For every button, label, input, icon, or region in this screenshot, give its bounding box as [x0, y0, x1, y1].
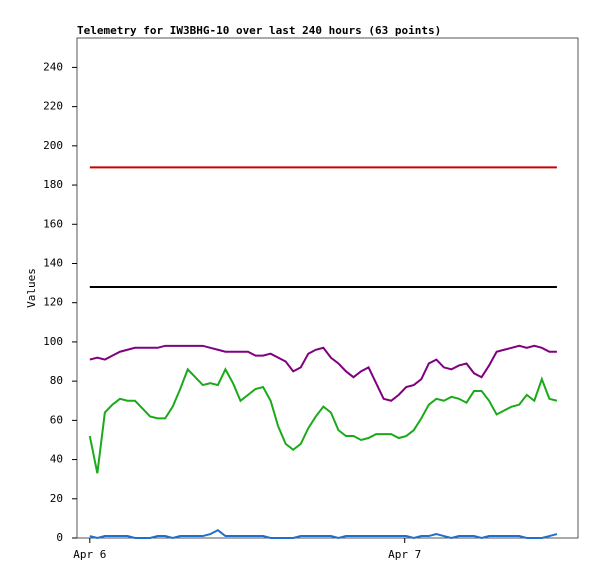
series-line	[88, 367, 558, 474]
y-tick-label: 220	[43, 100, 63, 113]
y-tick-label: 140	[43, 256, 63, 269]
y-tick-label: 60	[50, 413, 63, 426]
series-line	[89, 528, 558, 540]
series-line	[89, 344, 557, 402]
plot-frame	[76, 37, 579, 539]
y-tick-label: 240	[43, 60, 63, 73]
y-tick-label: 40	[50, 453, 63, 466]
x-tick-label: Apr 6	[73, 548, 106, 561]
y-tick-label: 120	[43, 296, 63, 309]
y-tick-label: 80	[50, 374, 63, 387]
y-tick-label: 100	[43, 335, 63, 348]
y-tick-label: 180	[43, 178, 63, 191]
y-axis-label: Values	[25, 268, 38, 308]
y-tick-label: 160	[43, 217, 63, 230]
y-tick-label: 200	[43, 139, 63, 152]
chart-title: Telemetry for IW3BHG-10 over last 240 ho…	[77, 24, 441, 37]
y-tick-label: 0	[56, 531, 63, 544]
y-tick-label: 20	[50, 492, 63, 505]
x-tick-label: Apr 7	[388, 548, 421, 561]
